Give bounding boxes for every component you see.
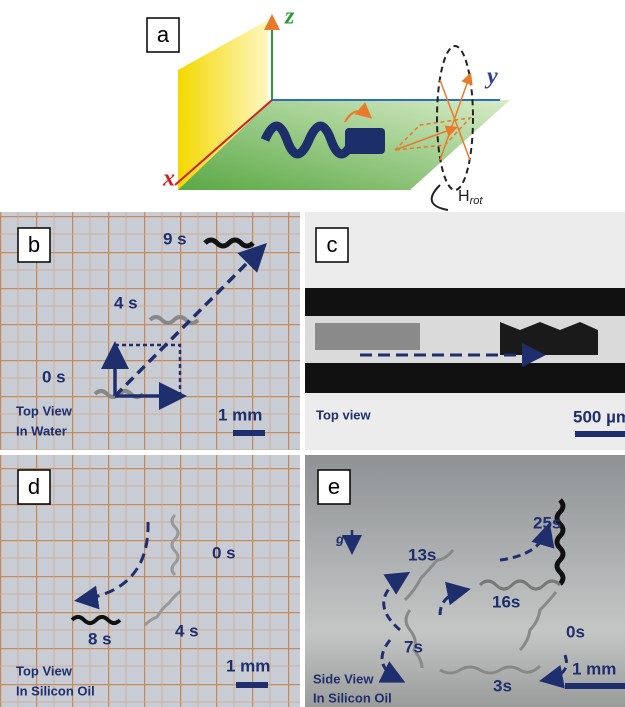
panel-label: a	[157, 22, 170, 47]
time-label: 9 s	[163, 229, 187, 248]
view-label: In Silicon Oil	[16, 683, 95, 698]
panel-b: b 9 s 4 s 0 s Top View In Water 1 mm	[0, 212, 300, 450]
axis-label: x	[162, 166, 175, 192]
time-label: 3s	[493, 676, 512, 695]
panel-c: c Top view 500 µm	[305, 212, 625, 450]
panel-e: e g 25s 13s 16s 0s 7s 3s Side View In Si…	[305, 455, 625, 707]
scale-label: 1 mm	[226, 656, 270, 675]
scale-label: 1 mm	[572, 659, 616, 678]
field-symbol: H	[458, 188, 470, 205]
gravity-label: g	[335, 531, 344, 546]
view-label: Top View	[16, 403, 73, 418]
time-label: 13s	[408, 545, 436, 564]
time-label: 8 s	[88, 629, 112, 648]
view-label: In Silicon Oil	[313, 690, 392, 705]
view-label: In Water	[16, 423, 67, 438]
time-label: 0 s	[42, 367, 66, 386]
time-label: 16s	[492, 592, 520, 611]
time-label: 0s	[566, 622, 585, 641]
scale-label: 1 mm	[218, 405, 262, 424]
axis-label: y	[484, 64, 498, 90]
time-label: 7s	[404, 637, 423, 656]
panel-label: b	[28, 232, 40, 257]
view-label: Top view	[316, 407, 372, 422]
view-label: Top View	[16, 663, 73, 678]
panel-d: d 0 s 8 s 4 s Top View In Silicon Oil 1 …	[0, 455, 300, 707]
time-label: 0 s	[212, 543, 236, 562]
panel-label: e	[328, 474, 340, 499]
scale-label: 500 µm	[573, 407, 625, 426]
panel-label: c	[327, 232, 338, 257]
panel-a: a z y x Hrot	[146, 4, 510, 211]
time-label: 4 s	[114, 293, 138, 312]
panel-label: d	[28, 474, 40, 499]
time-label: 4 s	[175, 621, 199, 640]
axis-label: z	[284, 4, 295, 30]
time-label: 25s	[533, 513, 561, 532]
field-label: Hrot	[458, 188, 483, 207]
view-label: Side View	[313, 671, 374, 686]
field-subscript: rot	[470, 195, 484, 207]
